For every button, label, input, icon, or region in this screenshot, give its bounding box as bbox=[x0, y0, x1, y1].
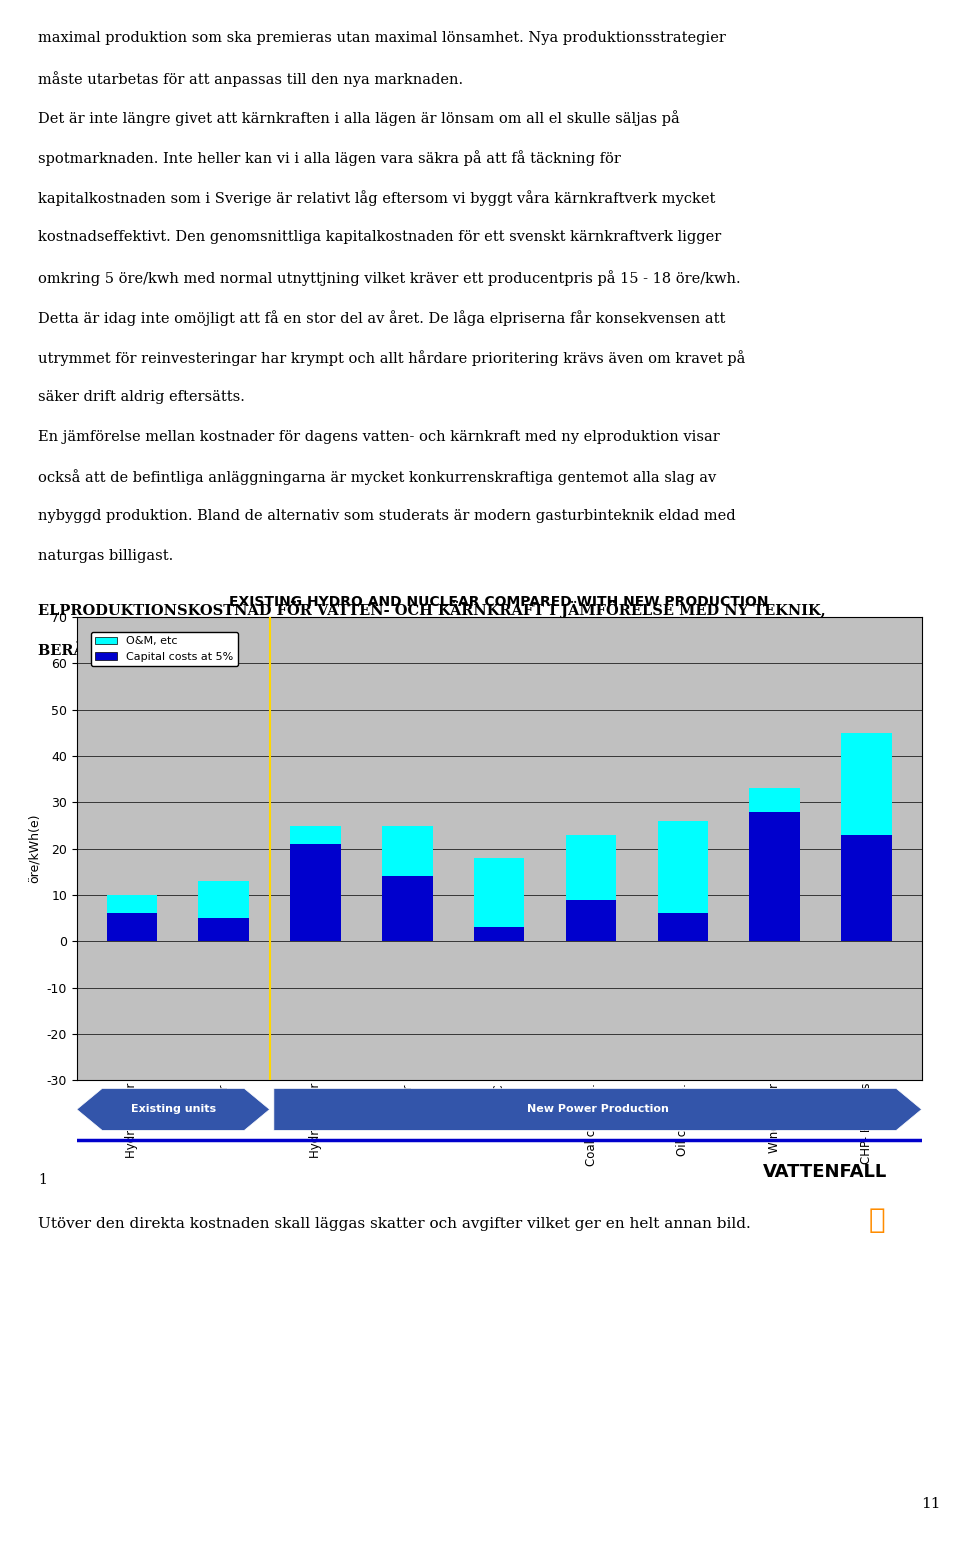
Bar bbox=[290, 826, 341, 844]
Text: naturgas billigast.: naturgas billigast. bbox=[38, 549, 174, 563]
Bar bbox=[199, 918, 249, 941]
Bar bbox=[750, 812, 800, 941]
Text: kostnadseffektivt. Den genomsnittliga kapitalkostnaden för ett svenskt kärnkraft: kostnadseffektivt. Den genomsnittliga ka… bbox=[38, 230, 722, 244]
Text: maximal produktion som ska premieras utan maximal lönsamhet. Nya produktionsstra: maximal produktion som ska premieras uta… bbox=[38, 31, 727, 45]
Text: nybyggd produktion. Bland de alternativ som studerats är modern gasturbinteknik : nybyggd produktion. Bland de alternativ … bbox=[38, 509, 736, 523]
Bar bbox=[382, 876, 433, 941]
Text: Det är inte längre givet att kärnkraften i alla lägen är lönsam om all el skulle: Det är inte längre givet att kärnkraften… bbox=[38, 111, 680, 127]
Bar bbox=[658, 821, 708, 913]
Text: spotmarknaden. Inte heller kan vi i alla lägen vara säkra på att få täckning för: spotmarknaden. Inte heller kan vi i alla… bbox=[38, 151, 621, 167]
Bar bbox=[565, 835, 616, 900]
Bar bbox=[841, 835, 892, 941]
Bar bbox=[750, 788, 800, 812]
Bar bbox=[474, 858, 524, 927]
Bar bbox=[107, 895, 157, 913]
Bar bbox=[199, 881, 249, 918]
Text: 〜: 〜 bbox=[869, 1207, 885, 1234]
Text: VATTENFALL: VATTENFALL bbox=[762, 1163, 887, 1180]
Text: BERÄKNING UTAN SKATTER, BIDRAG ETC., FÖR 5 % RÄNTA.: BERÄKNING UTAN SKATTER, BIDRAG ETC., FÖR… bbox=[38, 640, 549, 657]
Title: EXISTING HYDRO AND NUCLEAR COMPARED WITH NEW PRODUCTION: EXISTING HYDRO AND NUCLEAR COMPARED WITH… bbox=[229, 596, 769, 609]
Y-axis label: öre/kWh(e): öre/kWh(e) bbox=[28, 813, 41, 884]
Text: Detta är idag inte omöjligt att få en stor del av året. De låga elpriserna får k: Detta är idag inte omöjligt att få en st… bbox=[38, 310, 726, 326]
Bar bbox=[107, 913, 157, 941]
Text: En jämförelse mellan kostnader för dagens vatten- och kärnkraft med ny elprodukt: En jämförelse mellan kostnader för dagen… bbox=[38, 429, 720, 443]
Bar bbox=[382, 826, 433, 876]
Polygon shape bbox=[274, 1088, 922, 1131]
Text: Existing units: Existing units bbox=[131, 1105, 216, 1114]
Text: måste utarbetas för att anpassas till den nya marknaden.: måste utarbetas för att anpassas till de… bbox=[38, 71, 464, 86]
Bar bbox=[474, 927, 524, 941]
Text: 1: 1 bbox=[38, 1173, 47, 1188]
Bar bbox=[290, 844, 341, 941]
Text: New Power Production: New Power Production bbox=[527, 1105, 669, 1114]
Bar bbox=[565, 900, 616, 941]
Text: 11: 11 bbox=[922, 1497, 941, 1512]
Bar bbox=[658, 913, 708, 941]
Text: utrymmet för reinvesteringar har krympt och allt hårdare prioritering krävs även: utrymmet för reinvesteringar har krympt … bbox=[38, 350, 746, 366]
Text: omkring 5 öre/kwh med normal utnyttjning vilket kräver ett producentpris på 15 -: omkring 5 öre/kwh med normal utnyttjning… bbox=[38, 270, 741, 285]
Text: kapitalkostnaden som i Sverige är relativt låg eftersom vi byggt våra kärnkraftv: kapitalkostnaden som i Sverige är relati… bbox=[38, 190, 716, 207]
Bar bbox=[841, 733, 892, 835]
Text: ELPRODUKTIONSKOSTNAD FÖR VATTEN- OCH KÄRNKRAFT I JÄMFÖRELSE MED NY TEKNIK,: ELPRODUKTIONSKOSTNAD FÖR VATTEN- OCH KÄR… bbox=[38, 600, 826, 617]
Text: också att de befintliga anläggningarna är mycket konkurrenskraftiga gentemot all: också att de befintliga anläggningarna ä… bbox=[38, 469, 717, 486]
Polygon shape bbox=[77, 1088, 270, 1131]
Text: Utöver den direkta kostnaden skall läggas skatter och avgifter vilket ger en hel: Utöver den direkta kostnaden skall lägga… bbox=[38, 1216, 751, 1231]
Legend: O&M, etc, Capital costs at 5%: O&M, etc, Capital costs at 5% bbox=[91, 633, 238, 667]
Text: säker drift aldrig eftersätts.: säker drift aldrig eftersätts. bbox=[38, 390, 245, 404]
